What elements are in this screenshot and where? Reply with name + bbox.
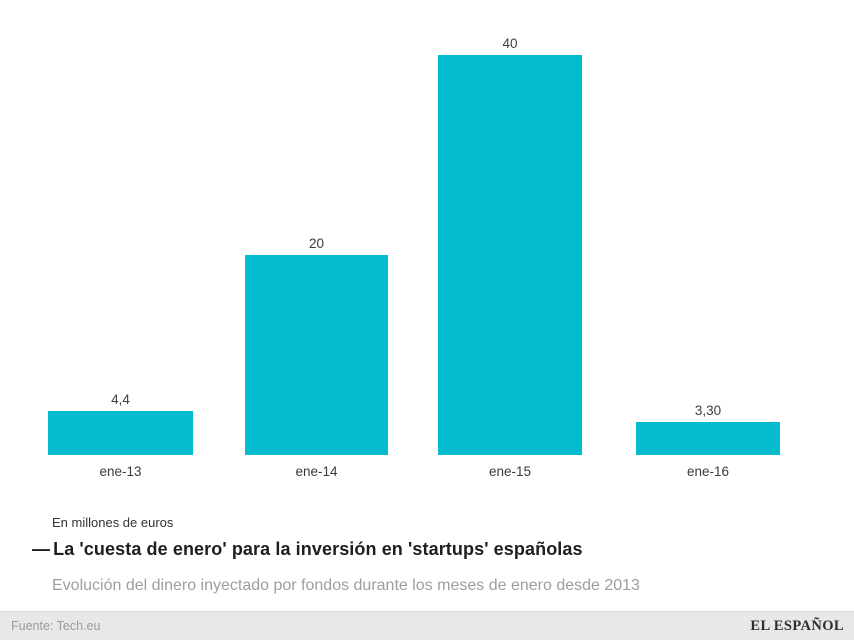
- chart-title: — La 'cuesta de enero' para la inversión …: [32, 539, 583, 560]
- bar-value-label: 20: [308, 236, 325, 251]
- chart-title-text: La 'cuesta de enero' para la inversión e…: [53, 539, 583, 559]
- x-axis-tick-label: ene-14: [295, 464, 338, 479]
- bar-value-label: 3,30: [694, 403, 722, 418]
- title-dash: —: [32, 539, 51, 559]
- x-axis-tick-label: ene-13: [99, 464, 142, 479]
- bar-value-label: 40: [502, 36, 518, 51]
- bar-ene-13: [48, 411, 193, 455]
- bar-ene-15: [438, 55, 582, 455]
- bar-chart: 4,4 ene-13 20 ene-14 40 ene-15 3,30 ene-…: [48, 36, 780, 479]
- chart-subtitle: Evolución del dinero inyectado por fondo…: [52, 577, 640, 594]
- x-axis-tick-label: ene-16: [686, 464, 730, 479]
- x-axis-tick-label: ene-15: [488, 464, 532, 479]
- footer-bar: Fuente: Tech.eu EL ESPAÑOL: [0, 611, 854, 640]
- bar-ene-14: [245, 255, 388, 455]
- el-espanol-logo[interactable]: EL ESPAÑOL: [750, 617, 844, 634]
- bar-value-label: 4,4: [111, 392, 130, 407]
- bar-ene-16: [636, 422, 780, 455]
- source-credit: Fuente: Tech.eu: [11, 619, 101, 633]
- units-note: En millones de euros: [52, 515, 174, 530]
